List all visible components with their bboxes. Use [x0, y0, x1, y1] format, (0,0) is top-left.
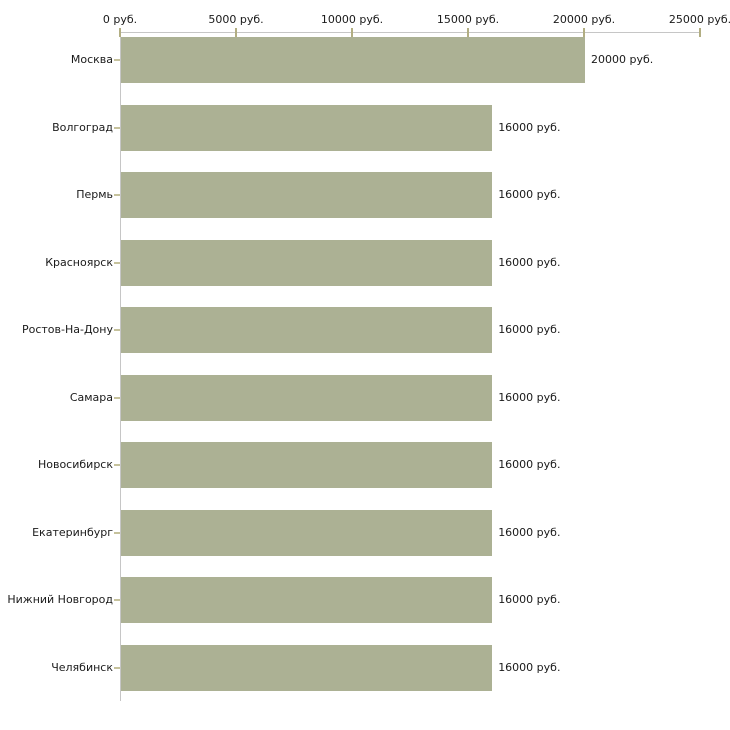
y-axis-line — [120, 32, 121, 701]
x-axis-tick-mark — [351, 28, 353, 37]
category-label: Самара — [69, 390, 113, 404]
category-tick-mark — [114, 599, 120, 602]
category-label: Ростов-На-Дону — [21, 323, 113, 337]
category-tick-mark — [114, 396, 120, 399]
x-axis-tick-mark — [119, 28, 121, 37]
bar — [121, 374, 493, 421]
bar — [121, 104, 493, 151]
bar — [121, 239, 493, 286]
x-axis-tick-label: 15000 руб. — [436, 13, 500, 26]
x-axis-tick-label: 5000 руб. — [208, 13, 264, 26]
bar — [121, 172, 493, 219]
category-tick-mark — [114, 329, 120, 332]
category-tick-mark — [114, 666, 120, 669]
category-tick-mark — [114, 464, 120, 467]
x-axis-tick-label: 25000 руб. — [668, 13, 730, 26]
category-label: Красноярск — [45, 255, 113, 269]
value-label: 16000 руб. — [498, 390, 561, 404]
x-axis-tick-label: 10000 руб. — [320, 13, 384, 26]
category-label: Москва — [70, 53, 113, 66]
value-label: 16000 руб. — [498, 255, 561, 269]
category-label: Новосибирск — [37, 458, 113, 472]
bar — [121, 509, 493, 556]
x-axis-line — [120, 32, 701, 33]
category-tick-mark — [114, 531, 120, 534]
category-tick-mark — [114, 261, 120, 264]
value-label: 16000 руб. — [498, 525, 561, 539]
category-label: Челябинск — [51, 660, 113, 674]
value-label: 16000 руб. — [498, 593, 561, 607]
category-tick-mark — [114, 59, 120, 61]
x-axis-tick-mark — [583, 28, 585, 37]
value-label: 16000 руб. — [498, 458, 561, 472]
x-axis-tick-mark — [699, 28, 701, 37]
value-label: 16000 руб. — [498, 120, 561, 134]
category-label: Волгоград — [52, 120, 113, 134]
bar — [121, 644, 493, 691]
x-axis-tick-mark — [235, 28, 237, 37]
value-label: 20000 руб. — [591, 53, 654, 66]
category-tick-mark — [114, 126, 120, 129]
value-label: 16000 руб. — [498, 660, 561, 674]
x-axis-tick-mark — [467, 28, 469, 37]
bar — [121, 37, 585, 83]
category-tick-mark — [114, 194, 120, 197]
category-label: Нижний Новгород — [7, 593, 113, 607]
bar — [121, 577, 493, 624]
value-label: 16000 руб. — [498, 323, 561, 337]
bar — [121, 442, 493, 489]
value-label: 16000 руб. — [498, 188, 561, 202]
category-label: Екатеринбург — [32, 525, 113, 539]
bar — [121, 307, 493, 354]
x-axis-tick-label: 0 руб. — [102, 13, 138, 26]
x-axis-tick-label: 20000 руб. — [552, 13, 616, 26]
category-label: Пермь — [76, 188, 113, 202]
